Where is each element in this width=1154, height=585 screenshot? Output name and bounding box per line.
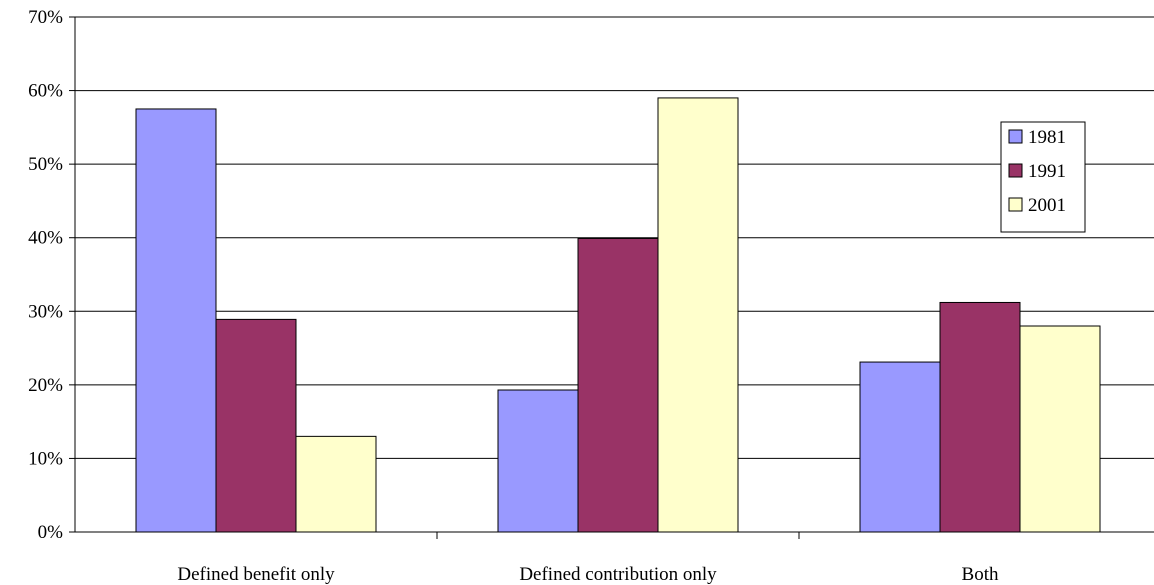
x-category-label: Defined contribution only (519, 564, 717, 585)
bar-2001-1 (657, 97, 739, 533)
y-tick-label: 50% (28, 154, 63, 175)
legend-swatch-2001 (1008, 197, 1023, 212)
axes (69, 16, 1154, 539)
legend-swatch-1981 (1008, 129, 1023, 144)
legend-label-1991: 1991 (1028, 161, 1066, 182)
x-category-label: Both (962, 564, 999, 585)
x-axis-category-labels: Defined benefit only Defined contribution… (177, 564, 999, 585)
legend-swatch-1991 (1008, 163, 1023, 178)
bar-2001-0 (295, 435, 377, 533)
y-tick-label: 70% (28, 7, 63, 28)
bar-2001-2 (1019, 325, 1101, 533)
bar-1991-1 (577, 237, 659, 533)
legend-label-2001: 2001 (1028, 195, 1066, 216)
bar-1991-2 (939, 301, 1021, 533)
y-axis-tick-labels: 0% 10% 20% 30% 40% 50% 60% 70% (28, 7, 63, 543)
y-tick-label: 60% (28, 81, 63, 102)
legend: 1981 1991 2001 (1000, 121, 1086, 233)
legend-label-1981: 1981 (1028, 127, 1066, 148)
y-tick-label: 20% (28, 375, 63, 396)
bar-1981-2 (859, 361, 941, 533)
y-tick-label: 30% (28, 301, 63, 322)
y-tick-label: 0% (38, 522, 64, 543)
bar-1981-0 (135, 108, 217, 533)
bar-1991-0 (215, 318, 297, 533)
bars (135, 97, 1101, 533)
y-tick-label: 10% (28, 448, 63, 469)
bar-1981-1 (497, 389, 579, 533)
y-tick-label: 40% (28, 228, 63, 249)
x-category-label: Defined benefit only (177, 564, 335, 585)
